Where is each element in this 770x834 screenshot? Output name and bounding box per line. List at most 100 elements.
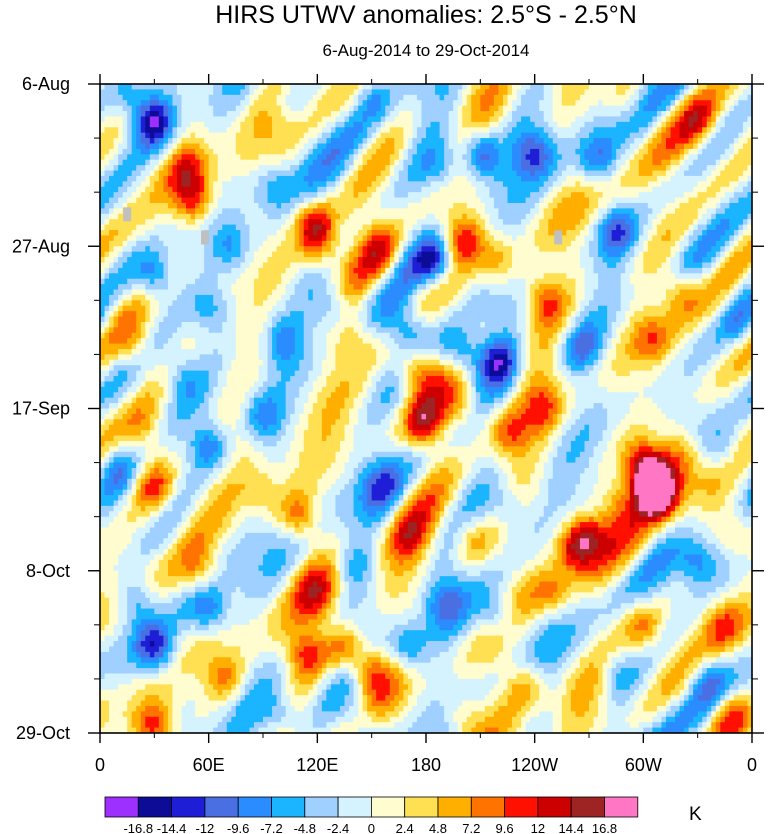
heatmap-cell bbox=[217, 148, 223, 155]
heatmap-cell bbox=[711, 251, 717, 258]
heatmap-cell bbox=[136, 213, 142, 220]
heatmap-cell bbox=[385, 262, 391, 269]
heatmap-cell bbox=[109, 208, 115, 215]
heatmap-cell bbox=[353, 138, 359, 145]
heatmap-cell bbox=[244, 165, 251, 172]
heatmap-cell bbox=[552, 143, 558, 150]
heatmap-cell bbox=[308, 105, 314, 112]
heatmap-cell bbox=[670, 127, 676, 134]
heatmap-cell bbox=[389, 84, 395, 91]
heatmap-cell bbox=[158, 257, 164, 264]
heatmap-cell bbox=[154, 121, 160, 128]
heatmap-cell bbox=[616, 181, 622, 188]
heatmap-cell bbox=[729, 213, 735, 220]
heatmap-cell bbox=[697, 111, 703, 118]
heatmap-cell bbox=[738, 235, 744, 242]
heatmap-cell bbox=[217, 257, 223, 264]
heatmap-cell bbox=[362, 175, 368, 182]
heatmap-cell bbox=[471, 192, 477, 199]
heatmap-cell bbox=[407, 235, 414, 242]
heatmap-cell bbox=[557, 208, 563, 215]
heatmap-cell bbox=[303, 219, 309, 226]
heatmap-cell bbox=[589, 219, 595, 226]
heatmap-cell bbox=[589, 257, 595, 264]
heatmap-cell bbox=[376, 89, 382, 96]
heatmap-cell bbox=[525, 202, 531, 209]
heatmap-cell bbox=[371, 267, 377, 274]
heatmap-cell bbox=[724, 213, 730, 220]
heatmap-cell bbox=[525, 235, 531, 242]
heatmap-cell bbox=[176, 213, 183, 220]
heatmap-cell bbox=[715, 100, 721, 107]
heatmap-cell bbox=[104, 111, 110, 118]
heatmap-cell bbox=[466, 208, 472, 215]
heatmap-cell bbox=[290, 121, 296, 128]
heatmap-cell bbox=[611, 175, 617, 182]
heatmap-cell bbox=[439, 175, 445, 182]
heatmap-cell bbox=[647, 262, 653, 269]
heatmap-cell bbox=[109, 121, 115, 128]
heatmap-cell bbox=[543, 127, 549, 134]
heatmap-cell bbox=[462, 143, 468, 150]
heatmap-cell bbox=[358, 186, 364, 193]
heatmap-cell bbox=[729, 154, 735, 161]
heatmap-cell bbox=[570, 94, 577, 101]
heatmap-cell bbox=[181, 116, 187, 123]
heatmap-cell bbox=[466, 175, 472, 182]
heatmap-cell bbox=[385, 94, 391, 101]
heatmap-cell bbox=[589, 94, 595, 101]
heatmap-cell bbox=[548, 138, 554, 145]
heatmap-cell bbox=[643, 192, 649, 199]
heatmap-cell bbox=[308, 181, 314, 188]
heatmap-cell bbox=[471, 94, 477, 101]
heatmap-cell bbox=[430, 219, 436, 226]
heatmap-cell bbox=[253, 224, 260, 231]
heatmap-cell bbox=[462, 94, 468, 101]
heatmap-cell bbox=[281, 186, 287, 193]
heatmap-cell bbox=[100, 116, 106, 123]
heatmap-cell bbox=[471, 143, 477, 150]
heatmap-cell bbox=[561, 181, 567, 188]
heatmap-cell bbox=[367, 100, 373, 107]
heatmap-cell bbox=[579, 186, 586, 193]
heatmap-cell bbox=[489, 138, 495, 145]
heatmap-cell bbox=[154, 230, 160, 237]
heatmap-cell bbox=[290, 197, 296, 204]
heatmap-cell bbox=[299, 165, 305, 172]
heatmap-cell bbox=[167, 219, 174, 226]
heatmap-cell bbox=[747, 246, 752, 253]
heatmap-cell bbox=[276, 257, 282, 264]
heatmap-cell bbox=[131, 127, 137, 134]
heatmap-cell bbox=[349, 132, 355, 139]
heatmap-cell bbox=[249, 105, 255, 112]
heatmap-cell bbox=[620, 175, 626, 182]
heatmap-cell bbox=[244, 121, 251, 128]
heatmap-cell bbox=[530, 170, 536, 177]
heatmap-cell bbox=[462, 159, 468, 166]
heatmap-cell bbox=[317, 143, 323, 150]
heatmap-cell bbox=[525, 148, 531, 155]
heatmap-cell bbox=[326, 94, 332, 101]
heatmap-cell bbox=[724, 230, 730, 237]
heatmap-cell bbox=[109, 165, 115, 172]
heatmap-cell bbox=[720, 143, 726, 150]
heatmap-cell bbox=[616, 208, 622, 215]
heatmap-cell bbox=[629, 89, 635, 96]
heatmap-cell bbox=[335, 235, 341, 242]
heatmap-cell bbox=[570, 148, 577, 155]
heatmap-cell bbox=[140, 235, 146, 242]
heatmap-cell bbox=[521, 197, 527, 204]
heatmap-cell bbox=[244, 100, 251, 107]
heatmap-cell bbox=[471, 89, 477, 96]
heatmap-cell bbox=[652, 170, 658, 177]
heatmap-cell bbox=[240, 175, 246, 182]
heatmap-cell bbox=[131, 197, 137, 204]
heatmap-cell bbox=[394, 175, 400, 182]
heatmap-cell bbox=[176, 246, 183, 253]
heatmap-cell bbox=[140, 111, 146, 118]
heatmap-cell bbox=[172, 105, 178, 112]
heatmap-cell bbox=[380, 143, 386, 150]
heatmap-cell bbox=[358, 138, 364, 145]
heatmap-cell bbox=[303, 208, 309, 215]
heatmap-cell bbox=[448, 148, 454, 155]
